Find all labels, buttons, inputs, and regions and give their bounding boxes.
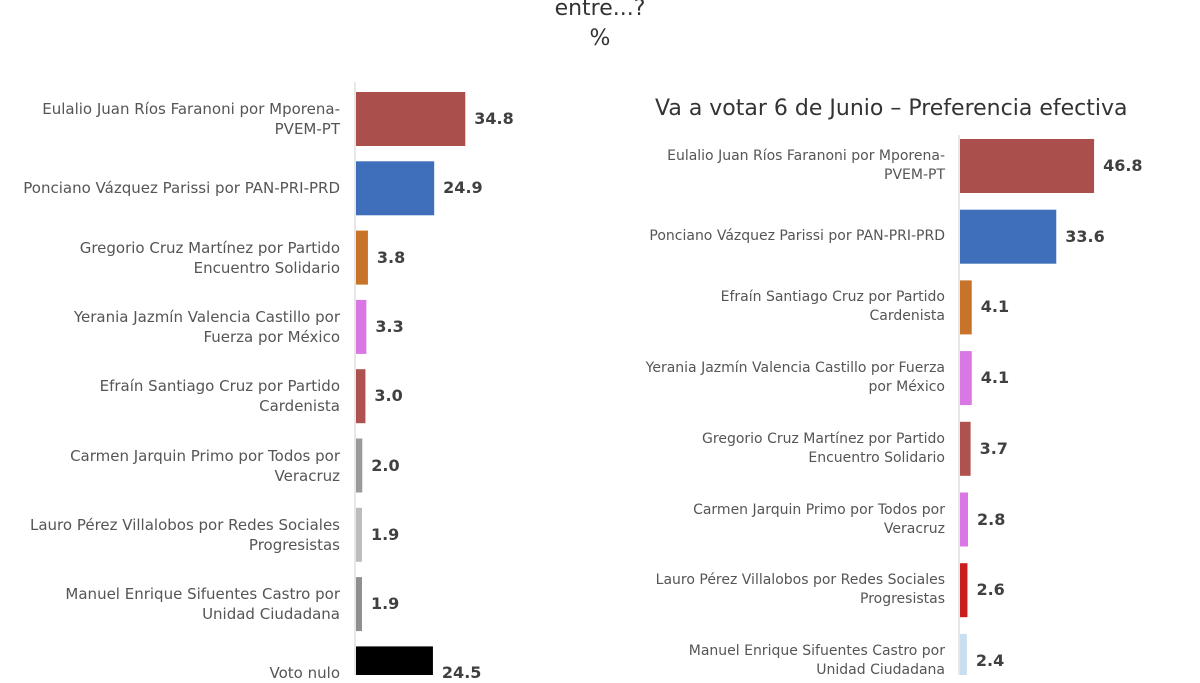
chart-0-value-label: 1.9 xyxy=(370,524,400,544)
chart-0-value-label: 1.9 xyxy=(370,594,400,614)
chart-1-value-label: 2.6 xyxy=(976,580,1005,600)
chart-header-unit: % xyxy=(589,26,611,51)
chart-1-category-label: Lauro Pérez Villalobos por Redes Sociale… xyxy=(655,572,945,608)
chart-0-bar xyxy=(356,507,362,562)
chart-0-bar xyxy=(356,299,367,354)
chart-0-value-label: 24.5 xyxy=(441,663,482,683)
chart-1-value-label: 46.8 xyxy=(1103,156,1143,175)
chart-1-bar xyxy=(960,633,967,675)
chart-0-value-label: 3.0 xyxy=(374,386,403,406)
chart-1-bar xyxy=(960,421,971,476)
chart-0-bar xyxy=(356,161,435,216)
chart-0-bar xyxy=(356,230,368,285)
chart-1-category-label: Ponciano Vázquez Parissi por PAN-PRI-PRD xyxy=(649,228,945,245)
chart-1-bar xyxy=(960,563,968,618)
chart-1-category-label: Manuel Enrique Sifuentes Castro por Unid… xyxy=(688,642,945,678)
chart-1-category-label: Yerania Jazmín Valencia Castillo por Fue… xyxy=(645,360,945,396)
chart-0-bar xyxy=(356,438,363,493)
chart-1-value-label: 2.8 xyxy=(977,509,1006,529)
chart-0-category-label: Lauro Pérez Villalobos por Redes Sociale… xyxy=(30,515,340,554)
chart-0-value-label: 2.0 xyxy=(371,455,400,475)
chart-0-value-label: 34.8 xyxy=(474,109,514,128)
chart-0-bar xyxy=(356,369,366,424)
chart-1-value-label: 3.7 xyxy=(979,438,1008,458)
chart-1-value-label: 2.4 xyxy=(975,650,1005,670)
chart-0-value-label: 3.3 xyxy=(375,316,404,336)
chart-1-value-label: 4.1 xyxy=(980,368,1010,388)
chart-1-bar xyxy=(960,492,969,547)
chart-0-bar xyxy=(356,646,433,675)
chart-1-bar xyxy=(960,280,972,335)
chart-1-bar xyxy=(960,209,1057,264)
chart-0-bar xyxy=(356,577,362,632)
chart-0-category-label: Efraín Santiago Cruz por Partido Cardeni… xyxy=(99,377,340,416)
chart-0-category-label: Eulalio Juan Ríos Faranoni por Mporena-P… xyxy=(42,100,340,138)
chart-0-category-label: Ponciano Vázquez Parissi por PAN-PRI-PRD xyxy=(23,179,340,198)
chart-1-category-label: Carmen Jarquin Primo por Todos por Verac… xyxy=(693,501,945,537)
chart-0-category-label: Carmen Jarquin Primo por Todos por Verac… xyxy=(70,446,340,485)
chart-0-category-label: Voto nulo xyxy=(269,664,340,683)
chart-1-category-label: Gregorio Cruz Martínez por Partido Encue… xyxy=(702,430,945,466)
chart-header-line1: entre...? xyxy=(554,0,646,21)
chart-1-bar xyxy=(960,139,1095,193)
chart-0-value-label: 3.8 xyxy=(376,247,406,267)
chart-0-category-label: Yerania Jazmín Valencia Castillo por Fue… xyxy=(73,307,340,346)
chart-1-value-label: 33.6 xyxy=(1065,226,1105,246)
chart-0-category-label: Manuel Enrique Sifuentes Castro por Unid… xyxy=(65,585,340,624)
chart-1-category-label: Eulalio Juan Ríos Faranoni por Mporena-P… xyxy=(667,148,945,183)
right-chart-title: Va a votar 6 de Junio – Preferencia efec… xyxy=(655,96,1128,121)
chart-1-value-label: 4.1 xyxy=(980,297,1010,317)
chart-1-category-label: Efraín Santiago Cruz por Partido Cardeni… xyxy=(720,289,945,325)
chart-0-value-label: 24.9 xyxy=(443,178,483,198)
chart-1-bar xyxy=(960,351,972,406)
chart-0-bar xyxy=(356,92,466,146)
chart-0-category-label: Gregorio Cruz Martínez por Partido Encue… xyxy=(79,238,340,277)
